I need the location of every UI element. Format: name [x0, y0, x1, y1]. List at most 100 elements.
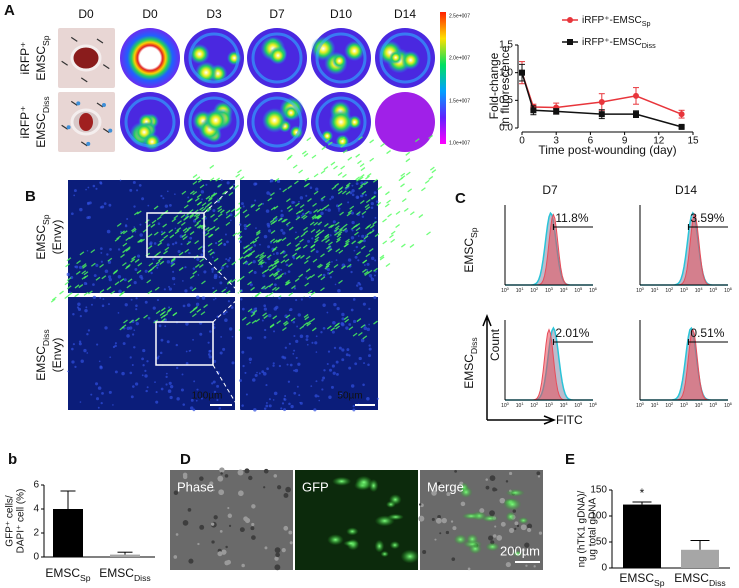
gfp-cell: [120, 230, 126, 235]
point: [678, 123, 685, 130]
gfp-cell: [186, 198, 192, 203]
nucleus: [327, 272, 330, 275]
point: [598, 111, 605, 118]
gfp-cell: [217, 242, 223, 247]
gfp-cell: [360, 182, 365, 187]
nucleus: [307, 239, 311, 243]
marker-dot: [66, 125, 71, 130]
nucleus: [290, 404, 294, 409]
micrograph: [188, 134, 437, 336]
gfp-cell: [285, 221, 291, 226]
gfp-cell: [303, 152, 309, 157]
gfp-cell: [180, 214, 186, 219]
nucleus: [185, 350, 188, 353]
colorbar-label: 2.0e+007: [449, 55, 470, 61]
nucleus: [208, 350, 212, 353]
nucleus: [104, 326, 108, 330]
gfp-cell: [403, 207, 409, 212]
nucleus: [298, 394, 301, 397]
gfp-cell: [273, 205, 279, 210]
gfp-cell: [168, 229, 174, 234]
nucleus: [331, 261, 333, 263]
y-tick-label: 1.0: [499, 67, 513, 78]
gfp-cell: [282, 253, 288, 258]
nucleus: [313, 408, 317, 412]
gfp-cell: [183, 204, 189, 209]
gfp-cell: [74, 284, 80, 289]
nucleus: [226, 265, 229, 268]
flow-tick-label: 103: [545, 286, 554, 295]
gfp-cell: [194, 240, 200, 245]
nucleus: [129, 188, 133, 192]
gfp-cell: [148, 262, 154, 267]
gfp-cell: [328, 241, 333, 246]
gfp-cell: [373, 320, 378, 325]
gfp-cell: [78, 284, 84, 289]
row-label-part: Sp: [41, 214, 51, 225]
nucleus: [360, 338, 365, 343]
gfp-cell: [374, 539, 385, 553]
gfp-cell: [186, 226, 192, 231]
nucleus: [376, 397, 379, 400]
nucleus: [109, 248, 112, 251]
gfp-cell: [263, 314, 269, 319]
x-tick-label: 3: [553, 136, 559, 147]
gfp-cell: [360, 167, 366, 172]
flow-tick-base: 10: [501, 403, 507, 409]
cell: [241, 563, 245, 568]
gfp-cell: [400, 549, 420, 564]
nucleus: [281, 355, 285, 359]
nucleus: [339, 392, 343, 396]
nucleus: [95, 187, 98, 190]
nucleus: [348, 323, 352, 326]
gfp-cell: [320, 169, 326, 174]
scale-label: 50µm: [337, 391, 362, 402]
cell: [496, 535, 503, 541]
gfp-cell: [327, 141, 333, 146]
nucleus: [352, 408, 356, 412]
gfp-cell: [154, 286, 160, 291]
gfp-cell: [337, 187, 343, 192]
flow-tick-exponent: 5: [715, 286, 718, 291]
point: [678, 111, 685, 118]
gfp-cell: [298, 208, 304, 213]
flow-tick-base: 10: [636, 403, 642, 409]
gfp-cell: [290, 317, 296, 322]
gfp-cell: [210, 192, 216, 197]
nucleus: [169, 385, 174, 389]
gfp-cell: [196, 201, 202, 206]
flow-tick-label: 103: [545, 401, 554, 410]
nucleus: [323, 369, 326, 372]
gfp-cell: [262, 312, 267, 317]
nucleus: [308, 211, 312, 215]
nucleus: [159, 351, 163, 355]
nucleus: [370, 256, 375, 261]
nucleus: [138, 183, 142, 187]
nucleus: [272, 399, 275, 401]
heatmap: [120, 28, 180, 88]
nucleus: [79, 315, 82, 318]
gfp-cell: [361, 190, 367, 195]
row-label-part: Sp: [41, 35, 51, 46]
nucleus: [351, 193, 355, 197]
gfp-cell: [309, 221, 315, 226]
cell: [441, 517, 447, 524]
nucleus: [213, 390, 217, 394]
gfp-cell: [272, 239, 278, 244]
gfp-cell: [159, 238, 165, 243]
nucleus: [196, 388, 199, 391]
gfp-cell: [405, 171, 411, 176]
flow-tick-base: 10: [636, 288, 642, 294]
gfp-cell: [266, 254, 272, 259]
flow-tick-label: 104: [560, 401, 569, 410]
nucleus: [281, 402, 285, 405]
nucleus: [241, 350, 245, 354]
nucleus: [162, 197, 165, 200]
x-tick-label-part: EMSC: [99, 566, 134, 580]
marker-dot: [76, 101, 81, 106]
gfp-cell: [114, 237, 120, 242]
flow-tick-label: 105: [574, 401, 583, 410]
cell: [220, 472, 223, 475]
nucleus: [133, 329, 136, 331]
gfp-cell: [337, 203, 343, 208]
